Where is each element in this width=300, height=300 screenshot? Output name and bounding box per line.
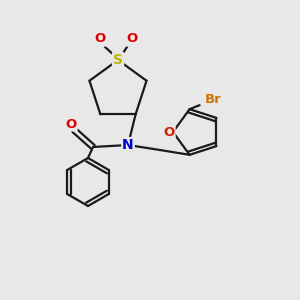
Text: N: N (122, 138, 134, 152)
Text: Br: Br (205, 93, 222, 106)
Text: O: O (126, 32, 138, 46)
Text: S: S (113, 53, 123, 67)
Text: O: O (164, 125, 175, 139)
Text: O: O (65, 118, 76, 130)
Text: O: O (94, 32, 106, 46)
